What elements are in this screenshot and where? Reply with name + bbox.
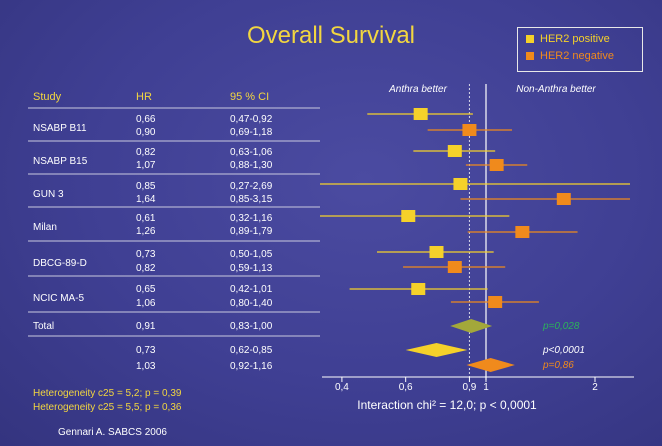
header-study: Study [33,91,62,103]
subtotal-ci: 0,92-1,16 [230,361,273,372]
subtotal-ci: 0,62-0,85 [230,345,273,356]
x-tick-label: 0,6 [399,382,413,393]
p-value-label: p=0,028 [542,321,580,332]
study-name: Milan [33,222,57,233]
header-hr: HR [136,91,152,103]
ci-value: 0,89-1,79 [230,226,273,237]
subtotal-hr: 0,73 [136,345,156,356]
legend-swatch-her2-positive [526,35,534,44]
x-tick-label: 0,9 [462,382,476,393]
hazard-ratio-marker [411,283,426,295]
slide-title: Overall Survival [246,22,416,49]
legend-item-her2-negative: HER2 negative [526,50,614,64]
hazard-ratio-marker [488,296,503,308]
source-credit: Gennari A. SABCS 2006 [58,427,167,438]
hazard-ratio-marker [462,124,477,136]
total-hr: 0,91 [136,321,156,332]
x-tick-label: 2 [592,382,598,393]
pooled-diamond [405,343,468,357]
hazard-ratio-marker [556,193,571,205]
x-tick-label: 1 [483,382,489,393]
x-tick-label: 0,4 [335,382,349,393]
legend-label-her2-negative: HER2 negative [540,50,614,63]
header-ci: 95 % CI [230,91,270,103]
subtotal-hr: 1,03 [136,361,156,372]
ci-value: 0,50-1,05 [230,249,273,260]
ci-value: 0,88-1,30 [230,160,273,171]
total-label: Total [33,321,55,332]
ci-value: 0,69-1,18 [230,127,273,138]
ci-value: 0,80-1,40 [230,298,273,309]
hazard-ratio-marker [447,261,462,273]
study-name: GUN 3 [33,189,64,200]
total-ci: 0,83-1,00 [230,321,273,332]
hazard-ratio-marker [515,226,530,238]
hr-value: 1,64 [136,194,156,205]
heterogeneity-note: Heterogeneity c25 = 5,2; p = 0,39 [33,388,182,399]
hr-value: 1,07 [136,160,156,171]
hr-value: 0,73 [136,249,156,260]
legend-swatch-her2-negative [526,52,534,61]
hr-value: 1,26 [136,226,156,237]
p-value-label: p=0,86 [542,360,574,371]
hr-value: 0,65 [136,284,156,295]
ci-value: 0,32-1,16 [230,213,273,224]
hazard-ratio-marker [447,145,462,157]
chart-legend: HER2 positive HER2 negative [517,27,643,72]
ci-value: 0,42-1,01 [230,284,273,295]
heterogeneity-note: Heterogeneity c25 = 5,5; p = 0,36 [33,402,182,413]
ci-value: 0,59-1,13 [230,263,273,274]
hr-value: 0,85 [136,181,156,192]
hazard-ratio-marker [489,159,504,171]
hr-value: 0,66 [136,114,156,125]
study-name: NSABP B15 [33,156,88,167]
region-label-left: Anthra better [388,84,447,95]
legend-label-her2-positive: HER2 positive [540,33,610,46]
legend-item-her2-positive: HER2 positive [526,33,610,47]
study-name: DBCG-89-D [33,258,87,269]
hazard-ratio-marker [453,178,468,190]
hr-value: 0,82 [136,263,156,274]
hr-value: 1,06 [136,298,156,309]
hazard-ratio-marker [413,108,428,120]
hazard-ratio-marker [429,246,444,258]
ci-value: 0,85-3,15 [230,194,273,205]
region-label-right: Non-Anthra better [516,84,596,95]
hr-value: 0,82 [136,147,156,158]
ci-value: 0,47-0,92 [230,114,273,125]
pooled-diamond [450,319,493,333]
hr-value: 0,61 [136,213,156,224]
ci-value: 0,27-2,69 [230,181,273,192]
ci-value: 0,63-1,06 [230,147,273,158]
pooled-diamond [466,358,515,372]
x-axis-label: Interaction chi² = 12,0; p < 0,0001 [357,398,537,412]
study-name: NCIC MA-5 [33,293,85,304]
hazard-ratio-marker [401,210,416,222]
p-value-label: p<0,0001 [542,345,585,356]
hr-value: 0,90 [136,127,156,138]
study-name: NSABP B11 [33,123,87,134]
